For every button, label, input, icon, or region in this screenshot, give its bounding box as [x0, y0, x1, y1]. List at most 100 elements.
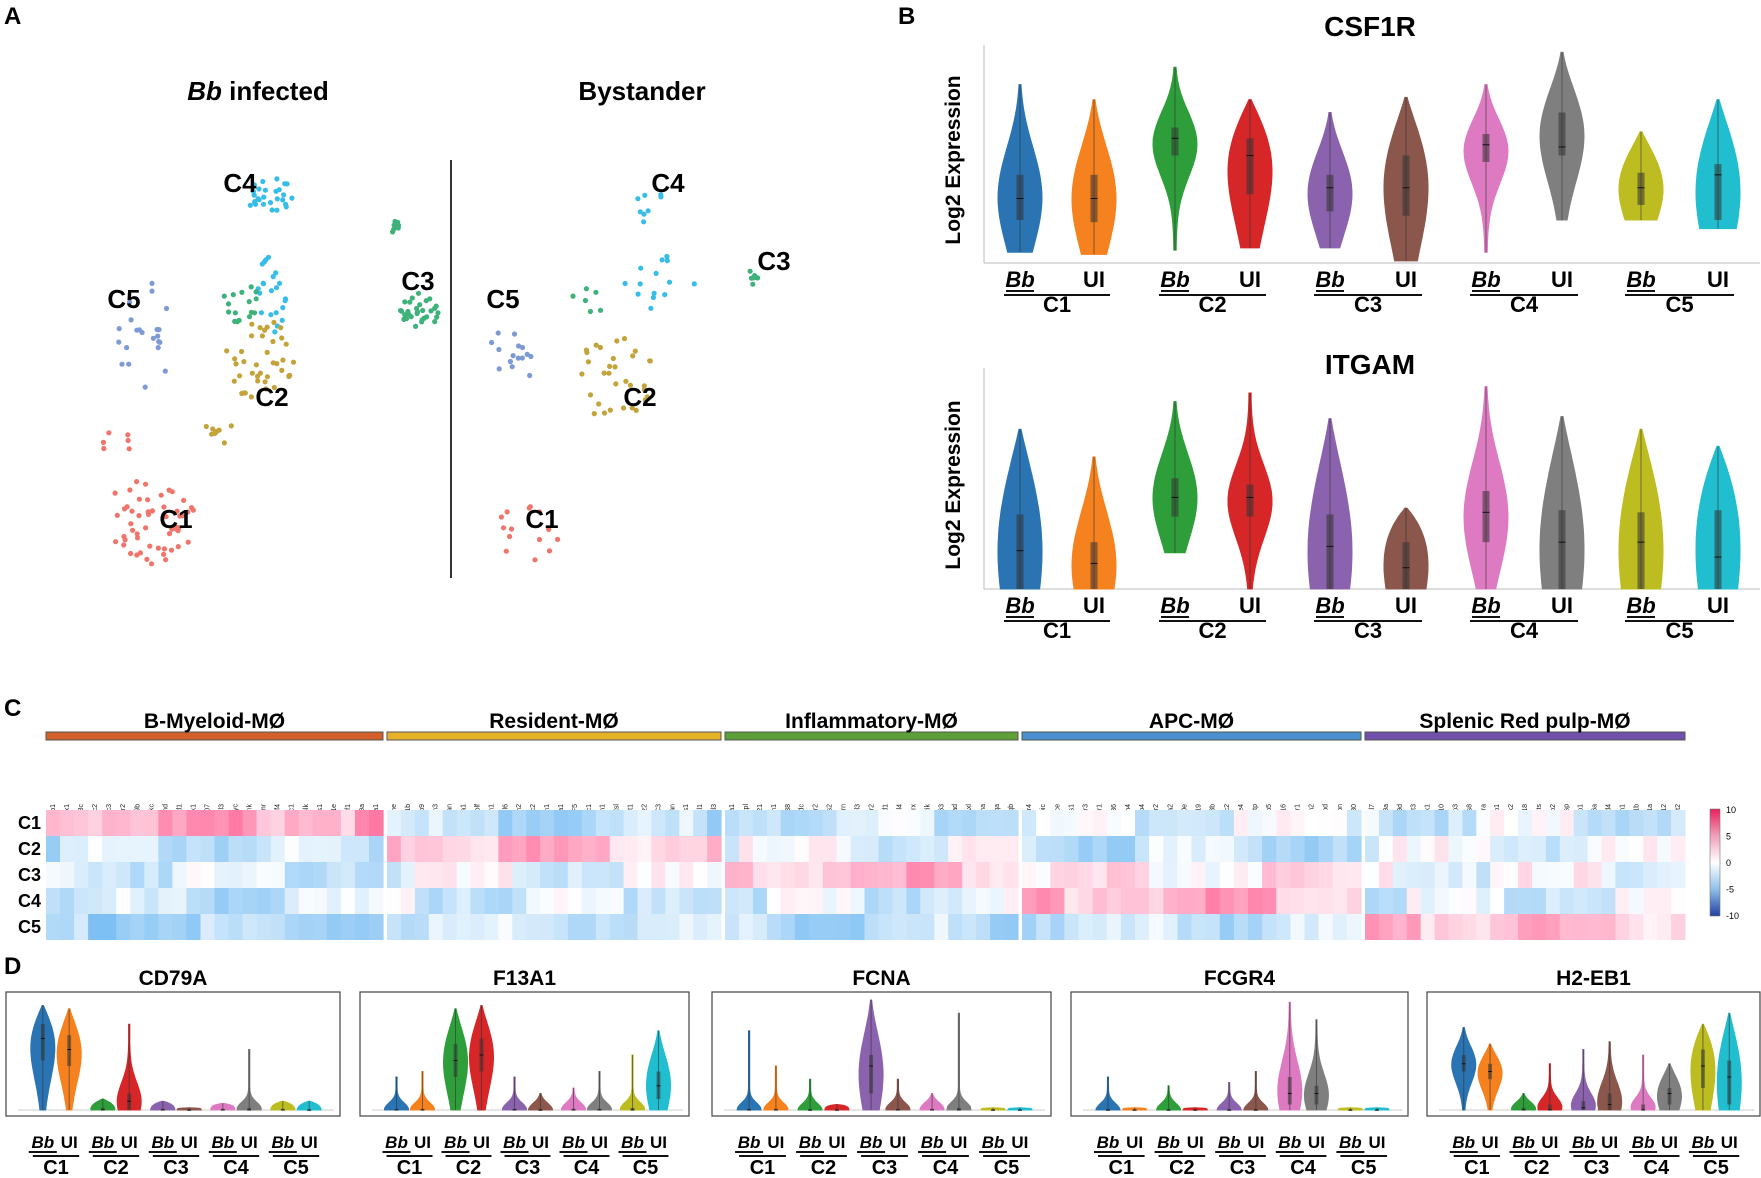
- heatmap-cell: [1448, 914, 1463, 940]
- heatmap-cell: [651, 914, 666, 940]
- umap-point-c3: [593, 289, 599, 295]
- umap-point-c1: [185, 509, 191, 515]
- heatmap-cell: [651, 888, 666, 914]
- umap-point-c2: [642, 397, 648, 403]
- d-fcgr4-cond-ui: UI: [1187, 1133, 1204, 1152]
- heatmap-cell: [1163, 836, 1178, 862]
- heatmap-cell: [1064, 862, 1080, 888]
- panel-label-a: A: [4, 3, 21, 30]
- umap-point-c1: [163, 514, 169, 520]
- chart-title-fcna: FCNA: [852, 967, 910, 990]
- heatmap-cell: [74, 810, 89, 836]
- umap-point-c1: [500, 525, 507, 531]
- umap-point-c3: [424, 314, 430, 320]
- d-fcna-group-label: C3: [872, 1157, 898, 1178]
- violin-frame: [1426, 991, 1761, 1117]
- heatmap-cell: [214, 888, 230, 914]
- umap-point-c1: [536, 536, 543, 543]
- umap-point-c3: [392, 223, 398, 229]
- heatmap-cell: [739, 836, 754, 862]
- b-csf1r-cond-bb: Bb: [1160, 267, 1189, 292]
- d-fcgr4-group-label: C5: [1351, 1157, 1377, 1178]
- umap-point-c4: [259, 261, 265, 267]
- d-fcgr4-cond-bb: Bb: [1218, 1133, 1241, 1152]
- colorbar-tick-label: 0: [1726, 858, 1731, 868]
- d-fcna-group-label: C1: [750, 1157, 776, 1178]
- heatmap-cell: [1573, 914, 1589, 940]
- heatmap-cell: [484, 836, 499, 862]
- umap-point-c4: [273, 285, 280, 291]
- heatmap-cell: [1205, 862, 1221, 888]
- d-cd79a-group-label: C1: [43, 1157, 69, 1178]
- heatmap-row-label: C3: [18, 865, 41, 885]
- d-f13a1-cond-bb: Bb: [503, 1133, 526, 1152]
- umap-point-c4: [252, 199, 258, 205]
- heatmap-cell: [1262, 914, 1277, 940]
- umap-point-c2: [279, 367, 285, 373]
- heatmap-cell: [1643, 888, 1658, 914]
- heatmap-cell: [1406, 810, 1422, 836]
- heatmap-cell: [990, 810, 1005, 836]
- heatmap-cell: [540, 810, 555, 836]
- heatmap-cell: [1378, 810, 1394, 836]
- gene-label: Stpl: [743, 804, 750, 817]
- heatmap-cell: [1573, 836, 1589, 862]
- gene-label: Irf4: [275, 804, 282, 814]
- umap-point-c4: [281, 192, 287, 198]
- umap-point-c2: [290, 359, 297, 365]
- heatmap-cell: [1050, 810, 1065, 836]
- heatmap-cell: [1378, 836, 1394, 862]
- umap-point-c2: [270, 360, 276, 366]
- gene-label: C3: [655, 804, 662, 813]
- heatmap-cell: [60, 888, 75, 914]
- heatmap-cell: [623, 914, 639, 940]
- heatmap-cell: [1205, 914, 1221, 940]
- heatmap-cell: [1378, 914, 1394, 940]
- umap-point-c1: [124, 504, 130, 510]
- umap-point-c1: [181, 497, 187, 503]
- heatmap-cell: [484, 810, 499, 836]
- heatmap-cell: [1406, 836, 1422, 862]
- umap-point-c4: [289, 195, 295, 201]
- heatmap-cell: [1022, 836, 1037, 862]
- heatmap-cell: [1276, 914, 1291, 940]
- umap-point-c2: [601, 410, 608, 416]
- umap-point-c5: [116, 326, 122, 332]
- violin-frame: [1070, 991, 1409, 1117]
- violin-csf1r-c4-bb-box: [1482, 134, 1490, 162]
- heatmap-cell: [1518, 862, 1533, 888]
- heatmap-cell: [312, 836, 328, 862]
- gene-label: Hdc: [799, 804, 806, 817]
- umap-point-c1: [161, 504, 167, 510]
- umap-cluster-label-c1: C1: [525, 504, 558, 534]
- heatmap-cell: [892, 836, 907, 862]
- heatmap-cell: [1365, 836, 1380, 862]
- b-csf1r-group-label: C5: [1665, 292, 1693, 317]
- heatmap-cell: [581, 888, 597, 914]
- violin-cd79a-c1-bb-box: [40, 1024, 45, 1061]
- heatmap-cell: [369, 914, 384, 940]
- heatmap-cell: [1149, 862, 1164, 888]
- heatmap-cell: [637, 888, 652, 914]
- b-csf1r-group-label: C1: [1043, 292, 1071, 317]
- heatmap-cell: [298, 914, 314, 940]
- heatmap-cell: [1092, 810, 1108, 836]
- umap-point-c2: [228, 423, 234, 429]
- heatmap-cell: [934, 810, 949, 836]
- heatmap-cell: [1476, 836, 1491, 862]
- violin-h2-eb1-c4-ui-box: [1667, 1088, 1672, 1105]
- heatmap-cell: [1219, 888, 1235, 914]
- umap-point-c2: [213, 428, 220, 435]
- umap-point-c2: [647, 358, 653, 364]
- umap-point-c1: [145, 509, 151, 515]
- heatmap-cell: [1332, 914, 1348, 940]
- umap-point-c2: [593, 342, 599, 348]
- heatmap-cell: [1106, 862, 1122, 888]
- heatmap-cell: [1276, 888, 1291, 914]
- heatmap-cell: [707, 836, 722, 862]
- heatmap-cell: [836, 810, 852, 836]
- heatmap-cell: [665, 836, 680, 862]
- violin-h2-eb1-c2-bb-box: [1521, 1107, 1526, 1110]
- violin-fcna-c1-ui-box: [774, 1108, 778, 1110]
- heatmap-cell: [1233, 836, 1249, 862]
